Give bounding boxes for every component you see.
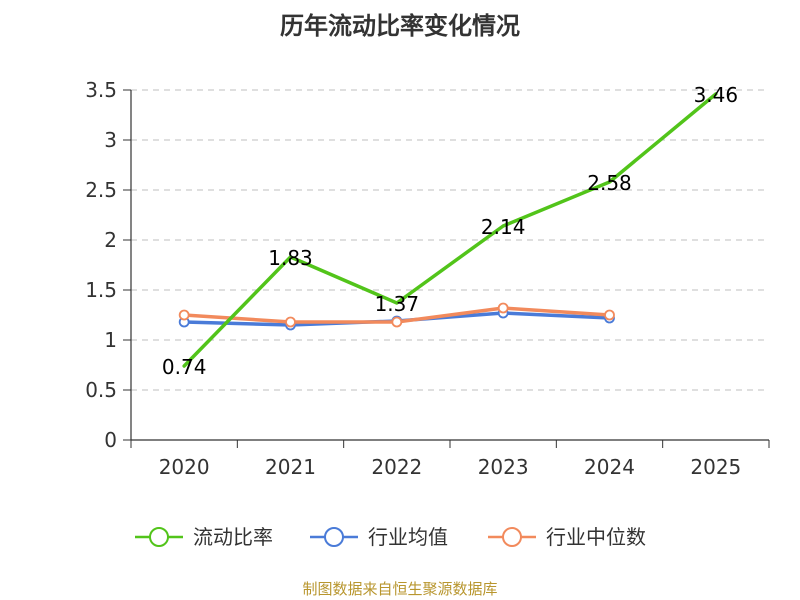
data-label: 2.14 <box>481 215 526 239</box>
x-tick-label: 2025 <box>690 455 741 479</box>
axes: 0 0.5 1 1.5 2 2.5 3 3.5 2020 2021 2022 2023 2024 2025 <box>85 78 770 479</box>
series-point <box>285 316 296 328</box>
series-point <box>497 302 509 314</box>
x-tick-label: 2021 <box>265 455 316 479</box>
legend-swatch-marker <box>502 527 522 547</box>
series-point <box>391 316 403 328</box>
legend-swatch-marker <box>324 527 344 547</box>
legend-item: 行业中位数 <box>488 525 646 549</box>
chart-title: 历年流动比率变化情况 <box>280 12 520 40</box>
y-tick-label: 3 <box>104 128 117 152</box>
x-tick-label: 2024 <box>584 455 635 479</box>
legend-swatch-marker <box>149 527 169 547</box>
y-tick-label: 1.5 <box>85 278 117 302</box>
series <box>178 92 718 368</box>
data-label: 2.58 <box>587 171 632 195</box>
y-tick-label: 2.5 <box>85 178 117 202</box>
legend-item: 行业均值 <box>310 525 448 549</box>
y-tick-label: 0 <box>104 428 117 452</box>
legend-label: 行业均值 <box>368 525 448 549</box>
data-label: 1.37 <box>375 292 420 316</box>
legend-label: 行业中位数 <box>546 525 646 549</box>
data-label: 3.46 <box>694 83 739 107</box>
x-tick-label: 2023 <box>478 455 529 479</box>
legend-item: 流动比率 <box>135 525 273 549</box>
grid <box>131 89 769 391</box>
source-note: 制图数据来自恒生聚源数据库 <box>302 580 497 598</box>
x-tick-label: 2020 <box>159 455 210 479</box>
series-point <box>178 309 190 321</box>
x-tick-label: 2022 <box>371 455 422 479</box>
legend: 流动比率 行业均值 行业中位数 <box>135 525 646 549</box>
series-point <box>604 309 615 321</box>
y-tick-label: 3.5 <box>85 78 117 102</box>
legend-label: 流动比率 <box>193 525 273 549</box>
series-line-0 <box>182 92 718 368</box>
data-label: 1.83 <box>268 246 313 270</box>
y-tick-label: 2 <box>104 228 117 252</box>
y-tick-label: 0.5 <box>85 378 117 402</box>
data-label: 0.74 <box>162 355 207 379</box>
data-labels: 0.74 1.83 1.37 2.14 2.58 3.46 <box>162 83 738 379</box>
y-tick-label: 1 <box>104 328 117 352</box>
